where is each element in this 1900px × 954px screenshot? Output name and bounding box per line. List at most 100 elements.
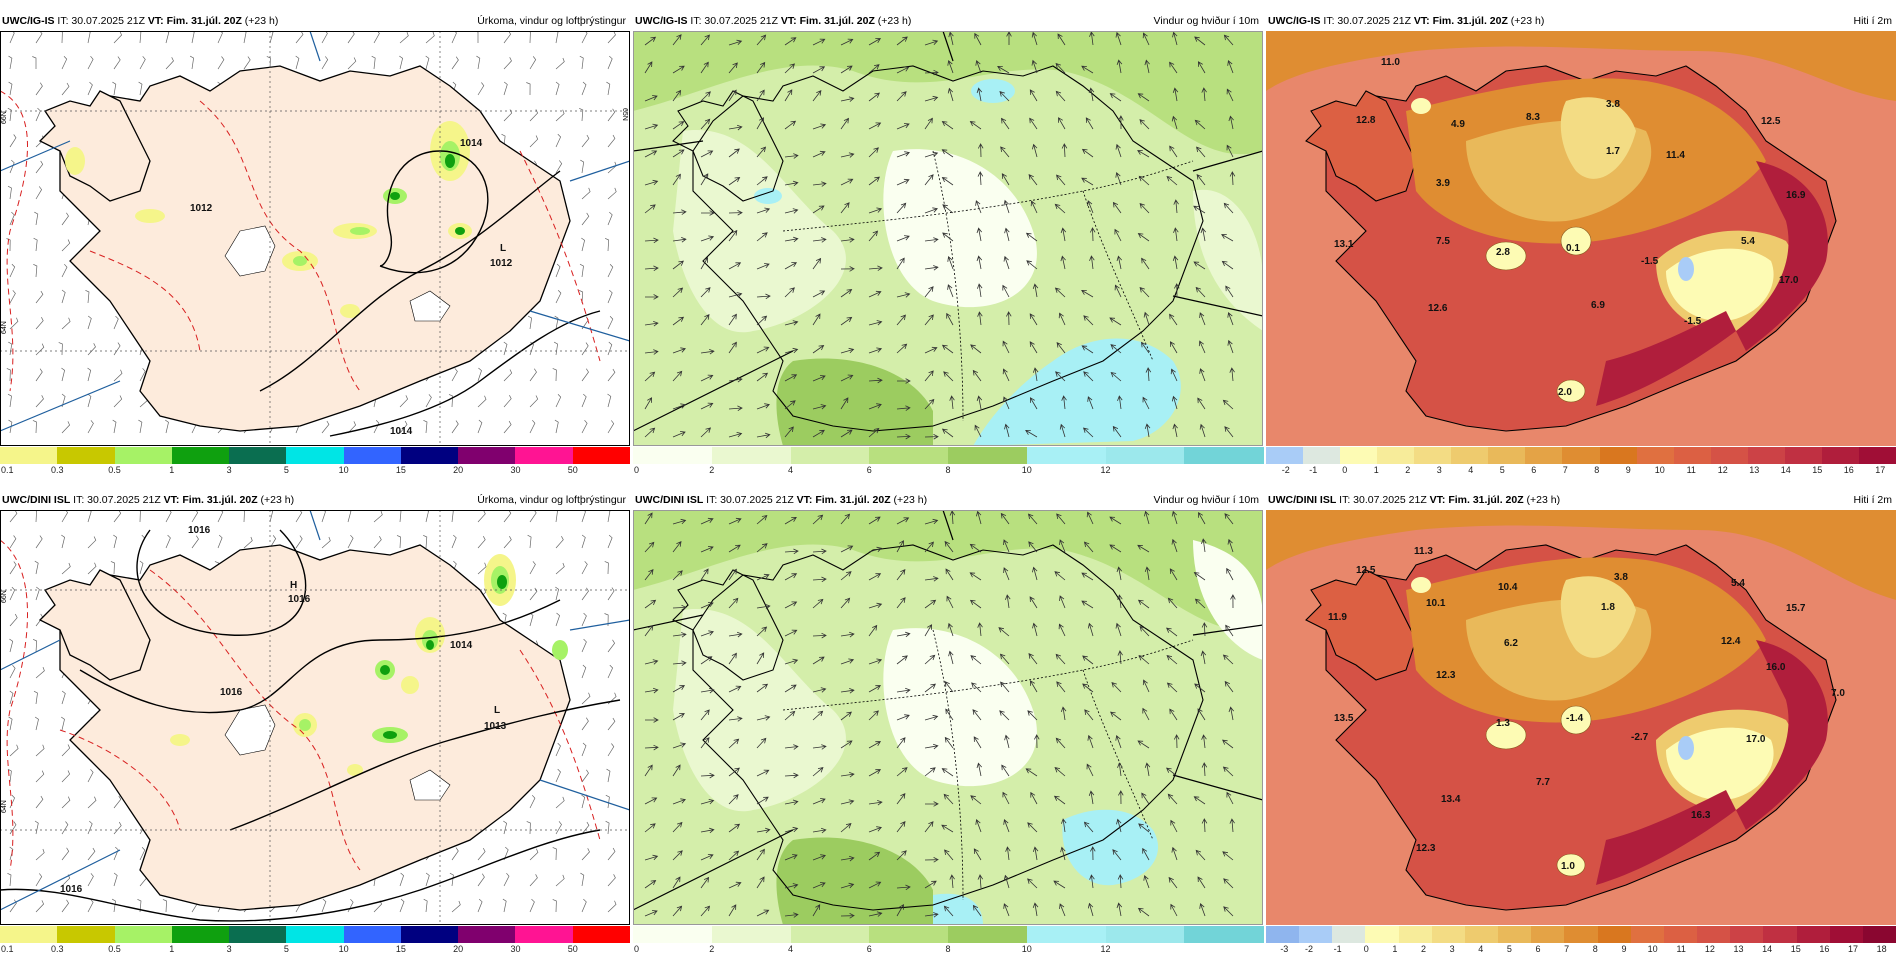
wind-arrow xyxy=(784,854,798,861)
colorbar-swatch xyxy=(869,926,949,943)
colorbar-tick: 8 xyxy=(1592,944,1598,954)
wind-arrow xyxy=(1193,261,1206,270)
wind-arrow xyxy=(949,874,955,889)
wind-arrow xyxy=(868,851,881,861)
wind-arrow xyxy=(868,403,882,410)
wind-arrow xyxy=(728,341,737,354)
wind-arrow xyxy=(1142,707,1150,721)
wind-barb xyxy=(581,612,587,627)
wind-arrow xyxy=(1226,88,1234,102)
wind-arrow xyxy=(896,737,906,749)
wind-arrow xyxy=(840,597,851,609)
wind-barb xyxy=(87,315,92,330)
wind-arrow xyxy=(1199,423,1206,438)
wind-arrow xyxy=(896,793,906,805)
wind-arrow xyxy=(1056,513,1066,525)
wind-barb xyxy=(581,187,591,200)
wind-barb xyxy=(399,872,405,887)
wind-arrow xyxy=(1081,148,1094,158)
wind-barb xyxy=(581,342,589,356)
wind-barb xyxy=(139,846,146,861)
wind-arrow xyxy=(1054,571,1066,581)
wind-arrow xyxy=(976,395,983,410)
wind-arrow xyxy=(1032,846,1039,861)
wind-arrow xyxy=(1117,650,1123,665)
wind-arrow xyxy=(1195,286,1206,298)
wind-arrow xyxy=(812,598,824,609)
wind-arrow xyxy=(644,61,653,74)
wind-arrow xyxy=(924,880,937,889)
product-title: Vindur og hviður í 10m xyxy=(1153,494,1259,506)
high-label: H xyxy=(290,580,297,591)
wind-arrow xyxy=(1000,512,1010,525)
pressure-label: 1016 xyxy=(220,687,243,698)
wind-arrow xyxy=(977,311,983,326)
wind-arrow xyxy=(1032,283,1039,298)
wind-arrow xyxy=(1083,427,1094,438)
wind-barb xyxy=(7,872,12,887)
wind-barb xyxy=(555,796,565,809)
wind-barb xyxy=(607,315,614,330)
colorbar-swatch xyxy=(0,926,58,943)
wind-arrow xyxy=(896,405,911,411)
wind-barb xyxy=(580,872,585,887)
wind-barb xyxy=(555,133,562,148)
wind-arrow xyxy=(1054,287,1066,298)
wind-barb xyxy=(9,211,15,226)
wind-barb xyxy=(9,290,16,304)
colorbar-tick: 4 xyxy=(1478,944,1484,954)
wind-arrow xyxy=(944,681,954,693)
wind-arrow xyxy=(1059,539,1066,553)
wind-barb xyxy=(607,134,616,148)
wind-arrow xyxy=(645,717,659,723)
wind-barb xyxy=(581,742,587,757)
wind-arrow xyxy=(700,630,714,637)
wind-barb xyxy=(137,898,142,913)
wind-arrow xyxy=(1169,61,1178,74)
colorbar-swatch xyxy=(1630,926,1665,943)
wind-arrow xyxy=(1001,173,1010,186)
wind-arrow xyxy=(868,230,879,242)
wind-arrow xyxy=(672,347,686,354)
wind-arrow xyxy=(644,854,659,861)
colorbar-tick: 2 xyxy=(709,944,715,954)
wind-arrow xyxy=(942,204,954,214)
wind-arrow xyxy=(1032,367,1039,382)
wind-arrow xyxy=(1137,599,1150,609)
wind-arrow xyxy=(1144,762,1151,777)
wind-arrow xyxy=(868,685,882,693)
wind-arrow xyxy=(840,711,852,721)
wind-arrow xyxy=(1198,511,1206,525)
temp-value: 8.3 xyxy=(1526,112,1540,123)
colorbar-swatch xyxy=(1829,926,1864,943)
wind-arrow xyxy=(1167,597,1178,609)
wind-arrow xyxy=(941,824,954,833)
valid-time: Fim. 31.júl. 20Z xyxy=(166,15,242,27)
wind-arrow xyxy=(1222,766,1234,777)
wind-arrow xyxy=(1197,708,1206,721)
wind-arrow xyxy=(924,117,933,130)
colorbar-swatch xyxy=(1673,447,1712,464)
wind-arrow xyxy=(756,626,768,637)
colorbar-tick: 5 xyxy=(1506,944,1512,954)
temp-value: 7.5 xyxy=(1436,236,1450,247)
temp-value: 17.0 xyxy=(1746,734,1766,745)
wind-arrow xyxy=(728,405,743,412)
wind-barb xyxy=(423,898,428,913)
wind-barb xyxy=(35,900,45,913)
wind-barb xyxy=(113,342,121,356)
wind-barb xyxy=(581,794,586,809)
wind-barb xyxy=(527,534,532,549)
wind-arrow xyxy=(812,181,827,187)
wind-barb xyxy=(581,419,588,434)
wind-arrow xyxy=(924,654,936,665)
wind-barb xyxy=(8,341,13,356)
colorbar-swatch xyxy=(1026,447,1106,464)
wind-arrow xyxy=(728,685,742,693)
wind-barb xyxy=(503,846,509,861)
wind-barb xyxy=(527,31,531,44)
wind-arrow xyxy=(868,826,882,833)
wind-arrow xyxy=(973,848,982,861)
wind-arrow xyxy=(756,232,768,242)
wind-arrow xyxy=(728,62,738,74)
